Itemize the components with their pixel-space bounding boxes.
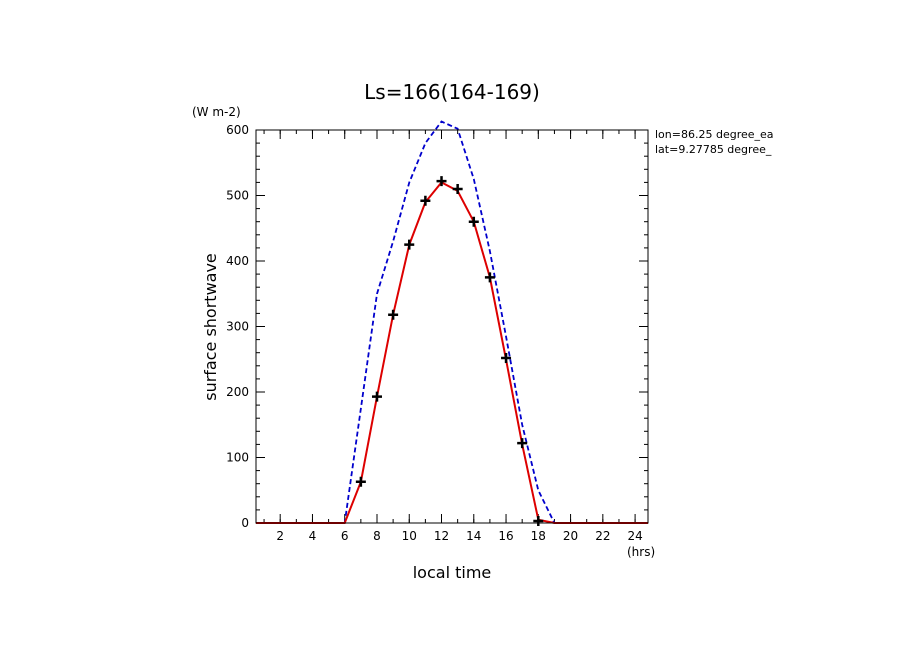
data-point-marker [388,309,399,320]
y-tick-label: 600 [226,123,249,137]
series-group [256,120,648,527]
y-tick-label: 400 [226,254,249,268]
x-tick-label: 6 [341,529,349,543]
data-point-marker [355,476,366,487]
y-axis-label: surface shortwave [201,253,220,401]
data-point-marker [371,391,382,402]
y-unit-label: (W m-2) [192,105,241,119]
x-tick-label: 10 [402,529,417,543]
x-tick-label: 22 [595,529,610,543]
data-point-marker [436,176,447,187]
y-tick-label: 300 [226,320,249,334]
y-tick-label: 500 [226,189,249,203]
x-tick-label: 2 [276,529,284,543]
data-point-marker [533,516,544,527]
data-point-marker [517,438,528,449]
series-line-solid [256,181,648,524]
y-tick-label: 200 [226,385,249,399]
y-tick-label: 100 [226,451,249,465]
y-tick-label: 0 [241,516,249,530]
x-tick-label: 8 [373,529,381,543]
x-tick-label: 16 [498,529,513,543]
chart-title: Ls=166(164-169) [364,80,540,104]
data-point-marker [452,183,463,194]
plot-frame [255,129,649,524]
x-tick-label: 12 [434,529,449,543]
annotation-lon: lon=86.25 degree_ea [655,128,774,141]
data-point-marker [420,195,431,206]
x-tick-label: 14 [466,529,481,543]
x-unit-label: (hrs) [627,545,655,559]
annotation-lat: lat=9.27785 degree_ [655,143,772,156]
x-tick-label: 24 [627,529,642,543]
data-point-marker [468,216,479,227]
x-tick-label: 20 [563,529,578,543]
x-tick-label: 18 [531,529,546,543]
data-point-marker [501,352,512,363]
data-point-marker [404,239,415,250]
x-tick-label: 4 [309,529,317,543]
data-point-marker [484,272,495,283]
x-axis-label: local time [413,563,492,582]
series-line-dashed [256,120,648,524]
